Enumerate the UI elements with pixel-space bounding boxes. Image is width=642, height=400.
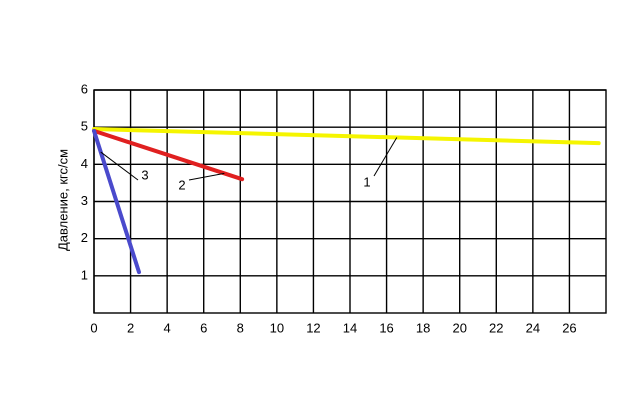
y-tick-label: 6: [81, 81, 88, 96]
y-tick-label: 4: [81, 156, 88, 171]
data-line: [92, 128, 141, 275]
x-tick-label: 18: [416, 320, 430, 335]
y-tick-label: 2: [81, 230, 88, 245]
y-tick-label: 3: [81, 193, 88, 208]
x-tick-label: 0: [90, 320, 97, 335]
series-label: 1: [363, 174, 370, 189]
data-line: [92, 127, 601, 146]
x-tick-label: 22: [489, 320, 503, 335]
y-tick-label: 5: [81, 119, 88, 134]
x-tick-label: 20: [452, 320, 466, 335]
x-tick-label: 26: [562, 320, 576, 335]
x-tick-label: 2: [127, 320, 134, 335]
x-tick-label: 10: [270, 320, 284, 335]
x-tick-label: 16: [379, 320, 393, 335]
leader-line: [100, 151, 139, 181]
x-tick-label: 12: [306, 320, 320, 335]
data-line: [92, 128, 245, 182]
x-tick-label: 14: [343, 320, 357, 335]
y-axis-label: Давление, кгс/см: [55, 149, 70, 251]
x-tick-label: 4: [164, 320, 171, 335]
x-tick-label: 24: [526, 320, 540, 335]
leader-line: [188, 172, 225, 181]
y-tick-label: 1: [81, 267, 88, 282]
leader-line: [373, 137, 398, 177]
series-label: 3: [141, 167, 148, 182]
x-tick-label: 6: [200, 320, 207, 335]
x-tick-label: 8: [237, 320, 244, 335]
series-label: 2: [178, 177, 185, 192]
